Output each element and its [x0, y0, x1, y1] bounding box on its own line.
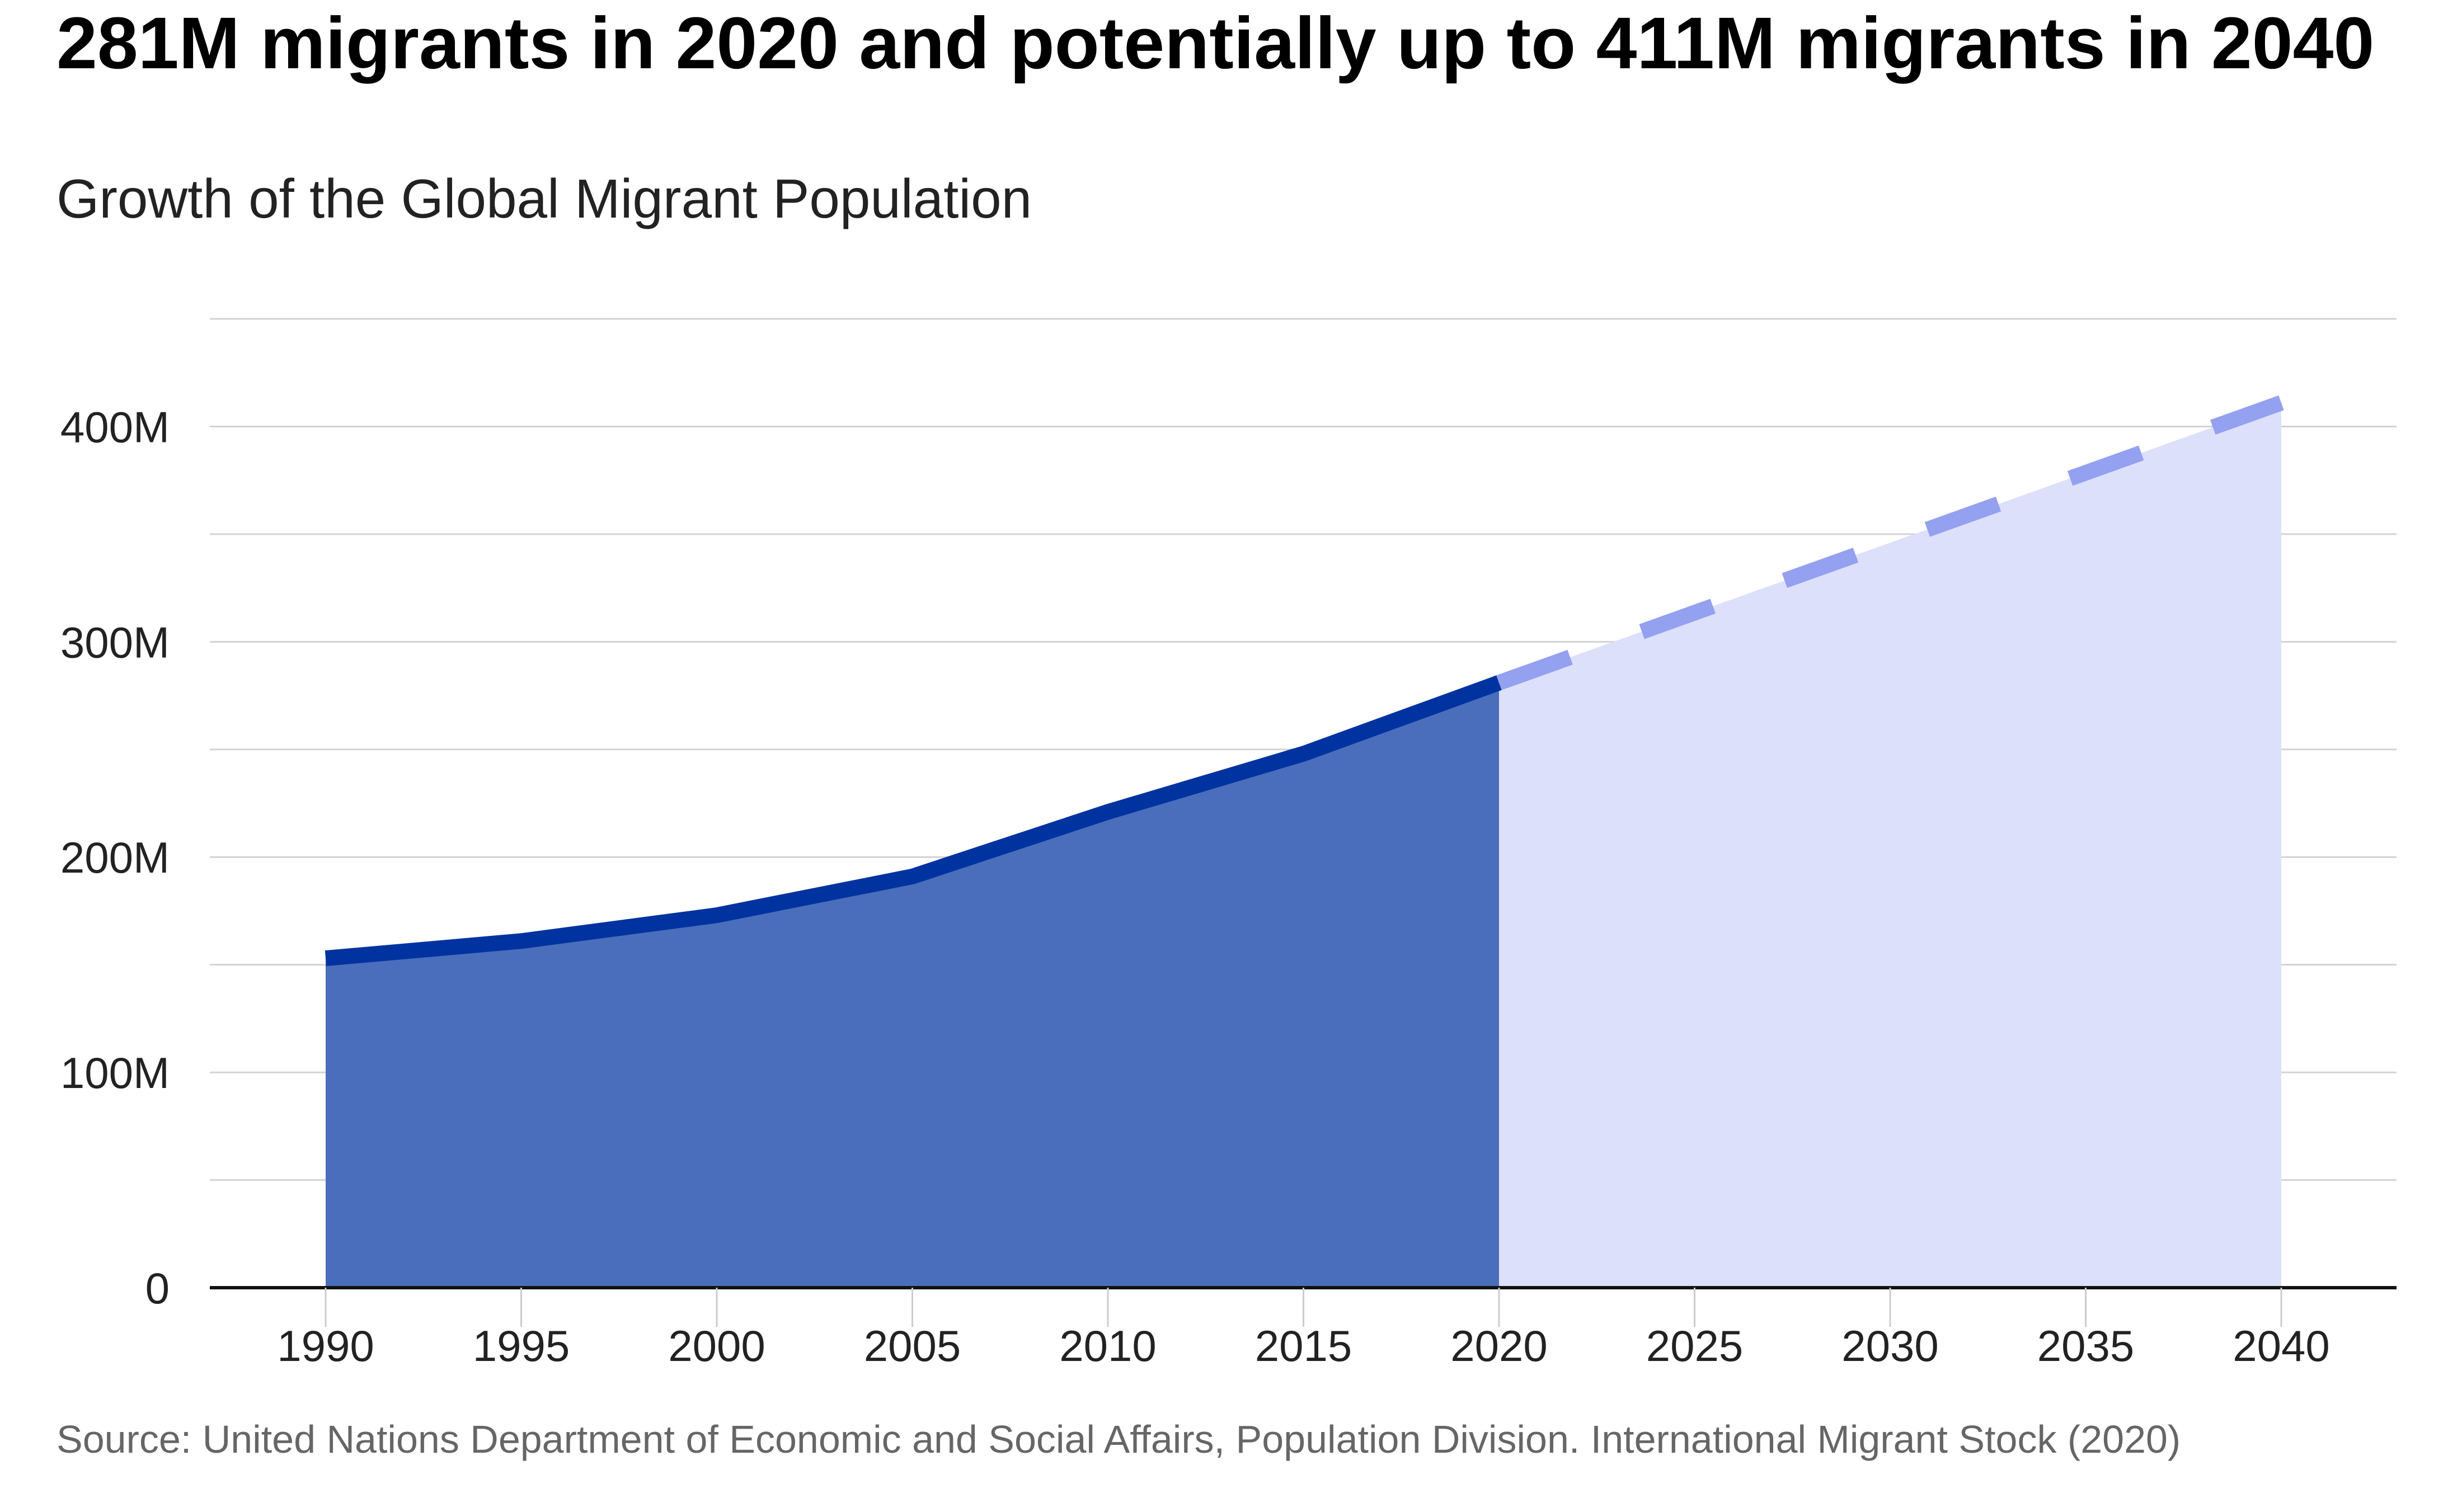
y-tick-label: 0 — [145, 1264, 170, 1313]
historical-point — [1303, 753, 1304, 754]
projected-point — [1498, 682, 1500, 683]
chart-title: 281M migrants in 2020 and potentially up… — [57, 2, 2375, 84]
y-tick-label: 100M — [60, 1048, 170, 1098]
x-tick-label: 1990 — [277, 1321, 374, 1370]
y-tick-label: 300M — [60, 618, 170, 667]
projected-area — [1499, 403, 2281, 1288]
chart-subtitle: Growth of the Global Migrant Population — [57, 168, 1032, 229]
x-tick-label: 2015 — [1255, 1321, 1352, 1370]
historical-area — [326, 682, 1499, 1288]
label-layer: 1990 1995 2000 2005 2010 2015 2020 2025 2030 2035… — [60, 402, 2330, 1370]
source-note: Source: United Nations Department of Eco… — [57, 1417, 2181, 1461]
x-tick-label: 2035 — [2037, 1321, 2135, 1370]
x-tick-label: 1995 — [473, 1321, 570, 1370]
x-tick-label: 2020 — [1450, 1321, 1548, 1370]
x-tick-label: 2000 — [668, 1321, 765, 1370]
y-tick-label: 400M — [60, 402, 170, 451]
x-tick-label: 2025 — [1646, 1321, 1744, 1370]
line-layer — [325, 395, 2284, 967]
area-layer — [326, 403, 2281, 1288]
x-tick-label: 2005 — [864, 1321, 961, 1370]
axis-layer — [210, 1286, 2397, 1327]
x-tick-label: 2010 — [1059, 1321, 1157, 1370]
y-tick-label: 200M — [60, 833, 170, 882]
x-tick-label: 2040 — [2233, 1321, 2330, 1370]
x-tick-label: 2030 — [1841, 1321, 1939, 1370]
historical-point — [912, 876, 913, 877]
